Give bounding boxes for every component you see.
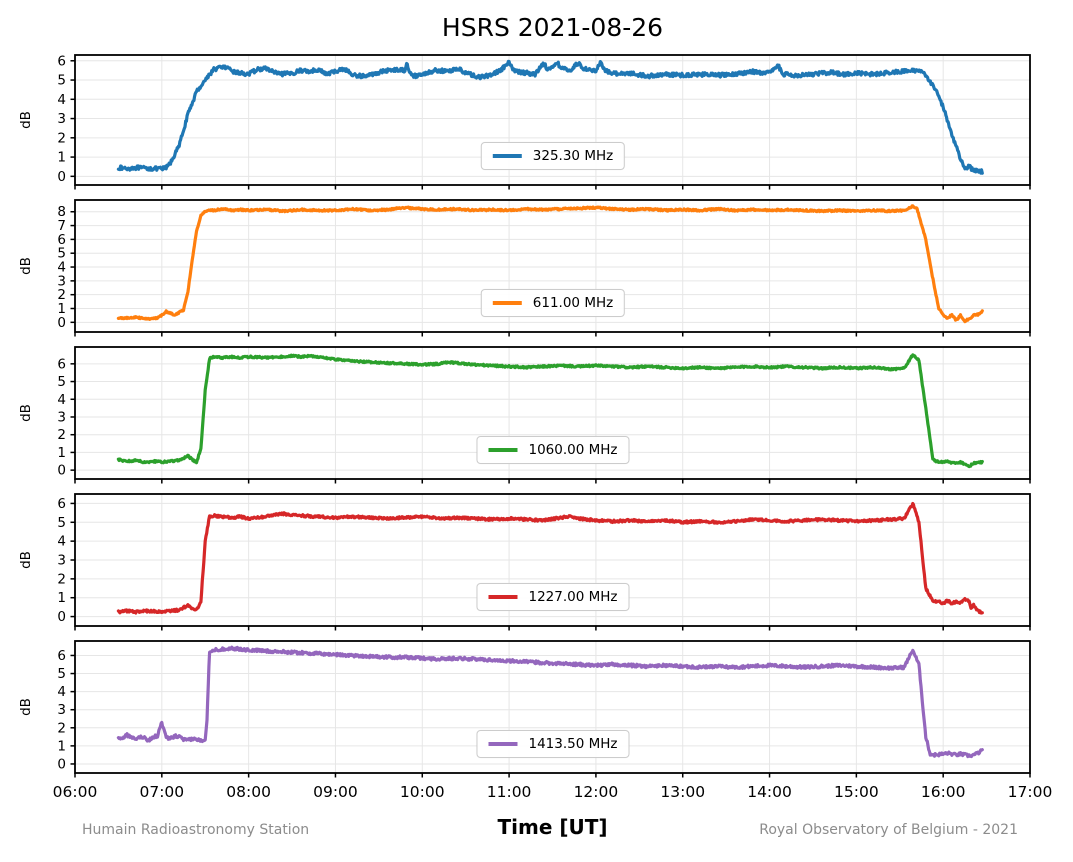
x-tick-label: 12:00 <box>574 783 619 801</box>
x-tick-label: 16:00 <box>921 783 966 801</box>
y-axis-label: dB <box>18 698 34 716</box>
legend-label: 1060.00 MHz <box>528 442 618 458</box>
legend-label: 1227.00 MHz <box>528 589 618 605</box>
x-tick-label: 17:00 <box>1008 783 1053 801</box>
legend-325mhz: 325.30 MHz <box>480 142 626 170</box>
legend-line-swatch <box>492 154 522 158</box>
x-tick-label: 07:00 <box>139 783 184 801</box>
legend-1060mhz: 1060.00 MHz <box>476 436 630 464</box>
y-tick-label: 2 <box>57 571 66 587</box>
y-axis-label: dB <box>18 111 34 129</box>
subplot-4: 0 1 2 3 4 5 6 dB <box>18 493 1031 631</box>
x-tick-label: 08:00 <box>226 783 271 801</box>
y-tick-label: 3 <box>57 273 66 289</box>
y-axis-label: dB <box>18 551 34 569</box>
y-tick-label: 5 <box>57 73 66 89</box>
y-axis-label: dB <box>18 257 34 275</box>
axes-spines <box>74 54 1031 186</box>
series-line-1413.50-mhz <box>116 645 984 759</box>
x-axis-label: Time [UT] <box>497 815 608 839</box>
legend-611mhz: 611.00 MHz <box>480 289 626 317</box>
x-tick-label: 06:00 <box>53 783 98 801</box>
axes-spines <box>74 346 1031 480</box>
y-tick-label: 1 <box>57 445 66 461</box>
axes-spines <box>74 199 1031 333</box>
y-tick-label: 1 <box>57 738 66 754</box>
x-tick-labels: 06:00 07:00 08:00 09:00 10:00 11:00 12:00 13:00… <box>53 783 1053 801</box>
x-tick-label: 10:00 <box>400 783 445 801</box>
chart-title: HSRS 2021-08-26 <box>441 13 664 42</box>
legend-label: 611.00 MHz <box>532 295 614 311</box>
series-line-325.30-mhz <box>116 59 984 175</box>
y-tick-label: 6 <box>57 648 66 664</box>
y-tick-label: 5 <box>57 666 66 682</box>
y-tick-label: 0 <box>57 315 66 331</box>
x-tick-label: 14:00 <box>747 783 792 801</box>
observatory-credit: Royal Observatory of Belgium - 2021 <box>759 822 1018 838</box>
series-line-1060.00-mhz <box>116 353 984 469</box>
x-tick-label: 15:00 <box>834 783 879 801</box>
subplot-3: 0 1 2 34 5 6 dB <box>18 346 1031 484</box>
legend-label: 1413.50 MHz <box>528 736 618 752</box>
legend-1227mhz: 1227.00 MHz <box>476 583 630 611</box>
y-tick-label: 6 <box>57 232 66 248</box>
x-tick-label: 11:00 <box>487 783 532 801</box>
station-credit: Humain Radioastronomy Station <box>82 822 310 838</box>
y-tick-label: 5 <box>57 374 66 390</box>
y-tick-label: 0 <box>57 756 66 772</box>
y-tick-label: 3 <box>57 111 66 127</box>
legend-line-swatch <box>488 448 518 452</box>
y-tick-label: 7 <box>57 218 66 234</box>
y-tick-label: 2 <box>57 720 66 736</box>
y-tick-label: 4 <box>57 92 66 108</box>
x-tick-label: 13:00 <box>660 783 705 801</box>
axes-spines <box>74 640 1031 774</box>
y-tick-label: 4 <box>57 260 66 276</box>
y-tick-label: 2 <box>57 427 66 443</box>
y-tick-label: 4 <box>57 684 66 700</box>
legend-1413mhz: 1413.50 MHz <box>476 730 630 758</box>
y-tick-label: 3 <box>57 702 66 718</box>
y-tick-label: 5 <box>57 246 66 262</box>
subplot-1: 0 1 2 3 4 5 6 dB <box>18 53 1031 190</box>
legend-line-swatch <box>492 301 522 305</box>
y-tick-label: 3 <box>57 409 66 425</box>
y-tick-label: 0 <box>57 609 66 625</box>
y-tick-label: 2 <box>57 287 66 303</box>
y-axis-label: dB <box>18 404 34 422</box>
legend-line-swatch <box>488 742 518 746</box>
legend-label: 325.30 MHz <box>532 148 614 164</box>
y-tick-label: 1 <box>57 590 66 606</box>
y-tick-label: 1 <box>57 301 66 317</box>
x-tick-label: 09:00 <box>313 783 358 801</box>
y-tick-label: 2 <box>57 130 66 146</box>
y-tick-label: 0 <box>57 169 66 185</box>
y-tick-label: 4 <box>57 534 66 550</box>
legend-line-swatch <box>488 595 518 599</box>
y-tick-label: 4 <box>57 392 66 408</box>
y-tick-label: 0 <box>57 463 66 479</box>
y-tick-label: 8 <box>57 204 66 220</box>
y-tick-label: 6 <box>57 356 66 372</box>
series-line-1227.00-mhz <box>116 501 984 615</box>
y-tick-label: 5 <box>57 515 66 531</box>
series-line-611.00-mhz <box>116 204 984 324</box>
y-tick-label: 1 <box>57 150 66 166</box>
y-tick-label: 6 <box>57 53 66 69</box>
y-tick-label: 6 <box>57 496 66 512</box>
y-tick-label: 3 <box>57 553 66 569</box>
